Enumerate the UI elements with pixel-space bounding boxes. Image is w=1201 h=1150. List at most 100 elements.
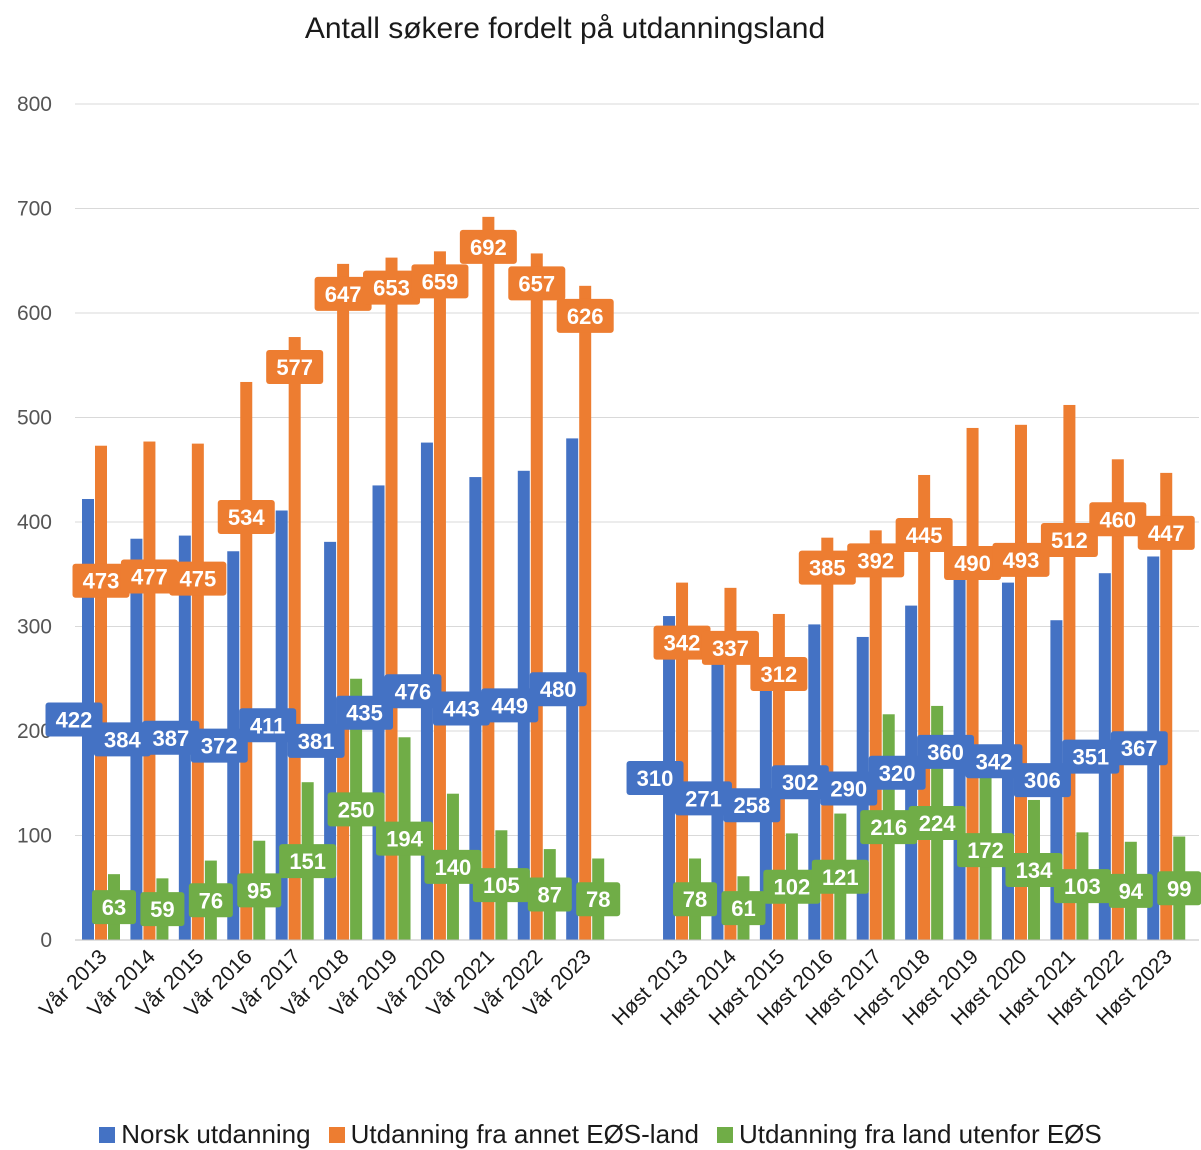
data-label-text: 477 [131, 565, 168, 590]
data-label: 194 [376, 822, 433, 856]
y-tick-label: 400 [17, 511, 52, 534]
data-label-text: 493 [1003, 548, 1040, 573]
data-label-text: 647 [325, 282, 362, 307]
data-label-text: 659 [422, 269, 459, 294]
data-label-text: 372 [201, 734, 238, 759]
y-tick-label: 800 [17, 93, 52, 116]
data-label: 59 [140, 892, 184, 926]
data-label-text: 460 [1099, 507, 1136, 532]
data-label-text: 534 [228, 505, 265, 530]
bar [240, 382, 252, 940]
bar [870, 530, 882, 940]
data-label: 577 [266, 350, 323, 384]
data-label-text: 512 [1051, 528, 1088, 553]
data-label: 657 [508, 266, 565, 300]
data-label-text: 342 [976, 749, 1013, 774]
data-label: 78 [576, 882, 620, 916]
data-label-text: 385 [809, 556, 846, 581]
data-label-text: 480 [540, 677, 577, 702]
data-label: 445 [896, 518, 953, 552]
legend-item: Norsk utdanning [99, 1119, 310, 1150]
y-tick-label: 300 [17, 616, 52, 639]
data-label-text: 103 [1064, 874, 1101, 899]
data-label-text: 360 [927, 740, 964, 765]
legend-swatch [717, 1127, 733, 1143]
data-label: 447 [1138, 516, 1195, 550]
data-label: 692 [460, 230, 517, 264]
data-label: 381 [288, 724, 345, 758]
data-label: 312 [750, 657, 807, 691]
legend-swatch [99, 1127, 115, 1143]
data-label-text: 94 [1119, 879, 1144, 904]
data-label-text: 95 [247, 878, 271, 903]
data-label-text: 258 [734, 793, 771, 818]
data-label-text: 384 [104, 727, 141, 752]
bar [337, 264, 349, 940]
data-label-text: 63 [102, 895, 126, 920]
data-label-text: 337 [712, 636, 749, 661]
bar [579, 286, 591, 940]
y-tick-label: 500 [17, 407, 52, 430]
data-label-text: 224 [919, 811, 956, 836]
data-label-text: 577 [276, 355, 313, 380]
bar [95, 446, 107, 940]
data-label-text: 78 [586, 887, 610, 912]
data-label-text: 392 [857, 548, 894, 573]
data-label-text: 76 [199, 888, 223, 913]
bar [434, 251, 446, 940]
data-label: 480 [530, 672, 587, 706]
data-label: 367 [1111, 731, 1168, 765]
data-label-text: 172 [967, 838, 1004, 863]
data-label-text: 216 [870, 815, 907, 840]
data-label: 224 [909, 806, 966, 840]
data-label-text: 422 [56, 708, 93, 733]
data-label: 63 [92, 890, 136, 924]
data-label-text: 302 [782, 770, 819, 795]
data-label: 250 [328, 792, 385, 826]
data-label-text: 320 [879, 761, 916, 786]
data-label-text: 443 [443, 697, 480, 722]
data-label-text: 473 [83, 569, 120, 594]
data-label-text: 342 [664, 631, 701, 656]
data-label-text: 140 [435, 855, 472, 880]
data-label-text: 99 [1167, 876, 1191, 901]
data-label-text: 87 [538, 883, 562, 908]
data-label-text: 194 [386, 827, 423, 852]
data-label-text: 134 [1016, 858, 1053, 883]
data-label-text: 250 [338, 797, 375, 822]
data-label-text: 657 [518, 271, 555, 296]
data-label-text: 445 [906, 523, 943, 548]
data-label-text: 476 [395, 679, 432, 704]
data-label: 99 [1157, 871, 1201, 905]
data-label-text: 61 [731, 896, 755, 921]
data-label: 475 [169, 562, 226, 596]
data-label-text: 367 [1121, 736, 1158, 761]
bar [482, 217, 494, 940]
data-label-text: 306 [1024, 768, 1061, 793]
data-label-text: 435 [346, 701, 383, 726]
data-label-text: 411 [250, 713, 286, 738]
legend-label: Utdanning fra land utenfor EØS [739, 1119, 1102, 1150]
data-label: 61 [721, 891, 765, 925]
data-label-text: 310 [637, 766, 674, 791]
legend-label: Utdanning fra annet EØS-land [351, 1119, 699, 1150]
bar [192, 444, 204, 940]
legend-item: Utdanning fra land utenfor EØS [717, 1119, 1102, 1150]
data-label-text: 692 [470, 235, 507, 260]
y-tick-label: 600 [17, 302, 52, 325]
data-label-text: 475 [179, 567, 216, 592]
data-label-text: 271 [685, 786, 722, 811]
data-label: 534 [218, 500, 275, 534]
data-label-text: 449 [491, 693, 528, 718]
data-label: 626 [557, 299, 614, 333]
data-label-text: 59 [150, 897, 174, 922]
data-label: 121 [812, 860, 869, 894]
data-label: 76 [189, 883, 233, 917]
legend-label: Norsk utdanning [121, 1119, 310, 1150]
data-label: 659 [411, 264, 468, 298]
data-label: 95 [237, 873, 281, 907]
y-tick-label: 100 [17, 825, 52, 848]
data-label-text: 151 [289, 849, 326, 874]
